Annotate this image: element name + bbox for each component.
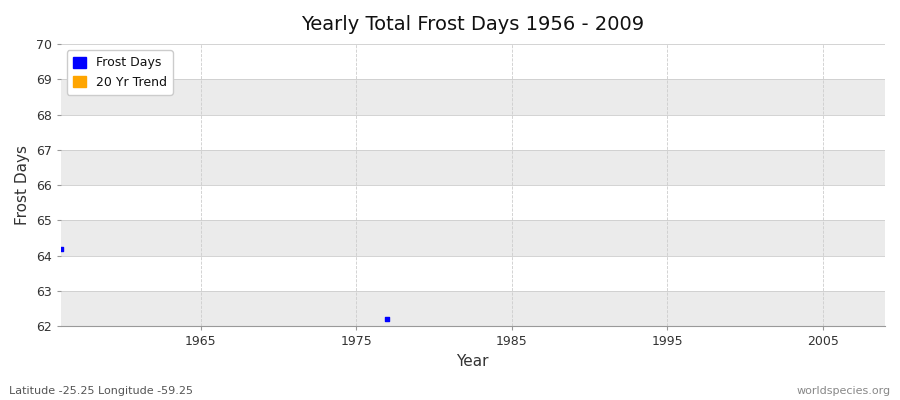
Bar [60, 79, 885, 114]
X-axis label: Year: Year [456, 354, 489, 369]
Title: Yearly Total Frost Days 1956 - 2009: Yearly Total Frost Days 1956 - 2009 [302, 15, 644, 34]
Text: Latitude -25.25 Longitude -59.25: Latitude -25.25 Longitude -59.25 [9, 386, 193, 396]
Legend: Frost Days, 20 Yr Trend: Frost Days, 20 Yr Trend [67, 50, 173, 95]
Bar [60, 291, 885, 326]
Point [162, 69, 176, 75]
Bar [60, 150, 885, 185]
Point [53, 246, 68, 252]
Bar [60, 220, 885, 256]
Point [380, 316, 394, 322]
Text: worldspecies.org: worldspecies.org [796, 386, 891, 396]
Y-axis label: Frost Days: Frost Days [15, 145, 30, 225]
